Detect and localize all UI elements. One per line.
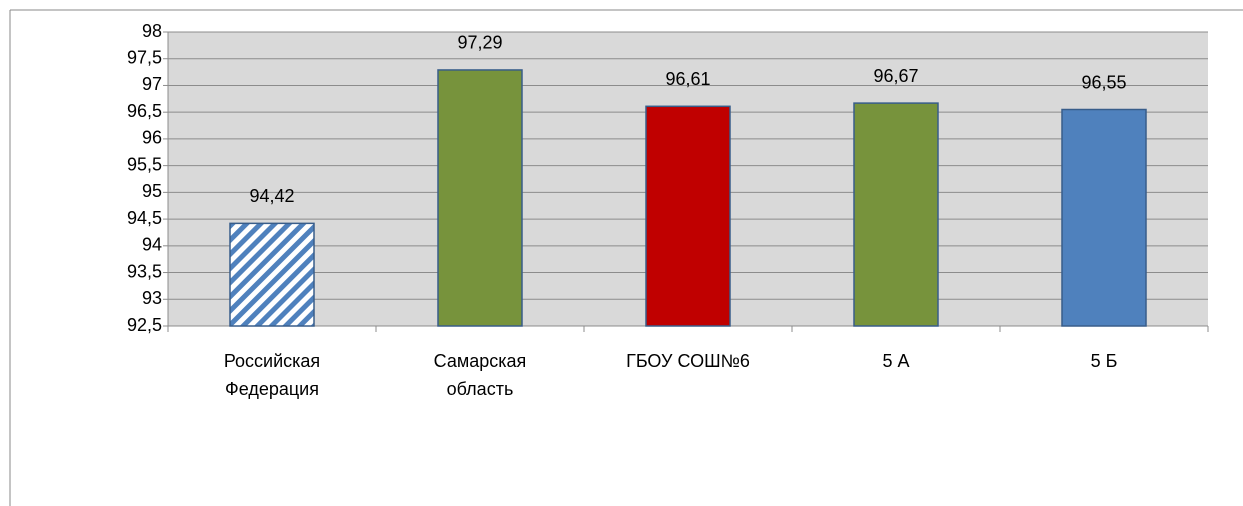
y-tick-label: 97 (142, 74, 162, 94)
x-tick-label: Российская Федерация (224, 351, 320, 399)
y-tick-label: 98 (142, 21, 162, 41)
y-tick-label: 93,5 (127, 261, 162, 281)
value-label: 97,29 (457, 33, 502, 53)
bar (645, 105, 731, 327)
x-tick-label: Самарская область (434, 351, 527, 399)
bar (437, 69, 523, 327)
value-label: 96,55 (1081, 72, 1126, 92)
y-tick-label: 95,5 (127, 154, 162, 174)
y-tick-label: 97,5 (127, 47, 162, 67)
y-tick-label: 93 (142, 288, 162, 308)
x-tick-label: ГБОУ СОШ№6 (626, 351, 750, 371)
y-tick-label: 94,5 (127, 208, 162, 228)
x-tick-label: 5 А (882, 351, 909, 371)
x-tick-label: 5 Б (1091, 351, 1118, 371)
value-label: 96,61 (665, 69, 710, 89)
y-tick-label: 95 (142, 181, 162, 201)
value-label: 94,42 (249, 186, 294, 206)
y-tick-label: 92,5 (127, 315, 162, 335)
y-tick-label: 94 (142, 235, 162, 255)
y-tick-label: 96 (142, 128, 162, 148)
y-tick-label: 96,5 (127, 101, 162, 121)
value-label: 96,67 (873, 66, 918, 86)
bar (853, 102, 939, 327)
bar (229, 222, 315, 327)
bar (1061, 108, 1147, 327)
